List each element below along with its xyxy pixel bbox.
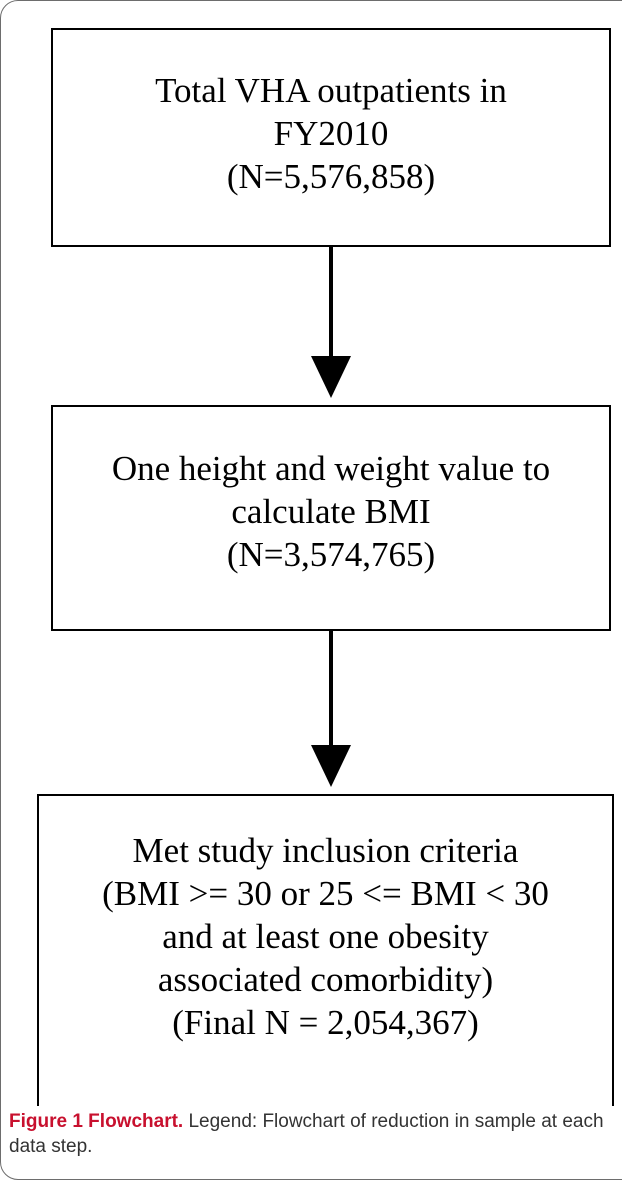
box-text-line: associated comorbidity) — [157, 960, 494, 999]
box-text-line: One height and weight value to — [111, 449, 551, 488]
box-text-line: calculate BMI — [231, 492, 431, 531]
box-text-line: Met study inclusion criteria — [132, 831, 519, 870]
box-text-line: (Final N = 2,054,367) — [172, 1003, 479, 1042]
box-text-line: FY2010 — [273, 114, 389, 153]
box-text-line: (BMI >= 30 or 25 <= BMI < 30 — [102, 874, 549, 913]
flow-box-total-outpatients: Total VHA outpatients in FY2010 (N=5,576… — [51, 28, 611, 247]
figure-caption: Figure 1 Flowchart. Legend: Flowchart of… — [9, 1106, 614, 1159]
caption-label: Figure 1 Flowchart. — [9, 1111, 184, 1132]
flow-box-inclusion-criteria: Met study inclusion criteria (BMI >= 30 … — [37, 794, 614, 1136]
caption-text: Legend: Flowchart of reduction in sample… — [9, 1111, 604, 1157]
arrow-1 — [311, 247, 351, 398]
box-text-line: Total VHA outpatients in — [155, 71, 507, 110]
box-text-line: (N=3,574,765) — [226, 535, 436, 574]
box-text-line: (N=5,576,858) — [226, 157, 436, 196]
arrow-2 — [311, 631, 351, 787]
flow-box-bmi-available: One height and weight value to calculate… — [51, 405, 611, 631]
box-text-line: and at least one obesity — [162, 917, 489, 956]
